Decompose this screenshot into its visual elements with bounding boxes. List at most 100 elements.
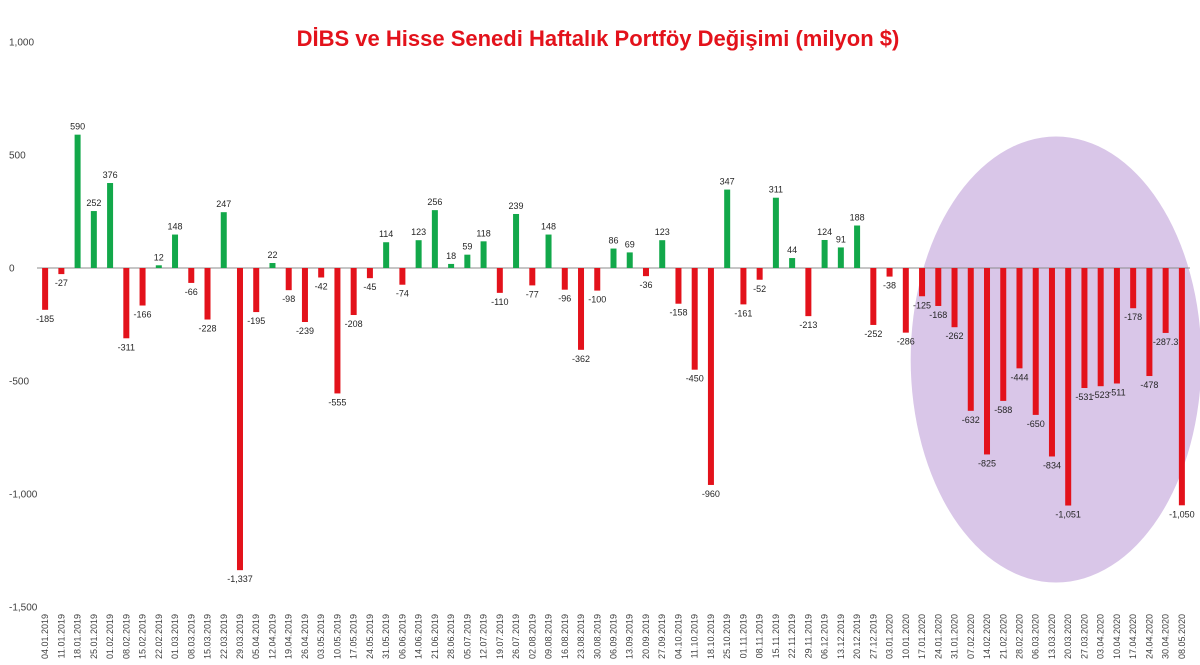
data-label: -77 — [526, 289, 539, 299]
data-label: -166 — [134, 310, 152, 320]
x-tick-label: 17.05.2019 — [349, 614, 359, 659]
bar — [691, 268, 698, 370]
x-tick-label: 20.09.2019 — [641, 614, 651, 659]
data-label: -178 — [1124, 312, 1142, 322]
bar — [301, 268, 308, 323]
x-tick-label: 31.05.2019 — [381, 614, 391, 659]
x-tick-label: 06.12.2019 — [820, 614, 830, 659]
y-axis: 1,000 500 0 -500 -1,000 -1,500 — [9, 38, 38, 614]
y-tick-label: -1,500 — [9, 603, 38, 614]
bar — [561, 268, 568, 290]
x-tick-label: 03.04.2020 — [1096, 614, 1106, 659]
bar — [578, 268, 585, 350]
data-label: 188 — [850, 213, 865, 223]
data-label: -213 — [799, 320, 817, 330]
bar — [1032, 268, 1039, 415]
data-label: 148 — [168, 222, 183, 232]
data-label: -262 — [946, 331, 964, 341]
bar — [172, 234, 179, 268]
x-tick-label: 26.07.2019 — [511, 614, 521, 659]
data-label: 123 — [411, 227, 426, 237]
data-label: 69 — [625, 239, 635, 249]
x-tick-label: 05.07.2019 — [462, 614, 472, 659]
data-label: -511 — [1108, 387, 1125, 397]
data-label: -66 — [185, 287, 198, 297]
data-label: -588 — [994, 405, 1012, 415]
x-tick-label: 03.05.2019 — [316, 614, 326, 659]
bar — [350, 268, 357, 316]
x-tick-label: 30.04.2020 — [1161, 614, 1171, 659]
x-tick-label: 21.06.2019 — [430, 614, 440, 659]
x-tick-label: 16.08.2019 — [560, 614, 570, 659]
x-tick-label: 18.10.2019 — [706, 614, 716, 659]
data-label: 22 — [267, 250, 277, 260]
bar — [675, 268, 682, 304]
bar — [1016, 268, 1023, 369]
data-label: -555 — [328, 397, 346, 407]
x-tick-label: 19.07.2019 — [495, 614, 505, 659]
data-label: -450 — [686, 374, 704, 384]
data-label: -98 — [282, 294, 295, 304]
bar — [984, 268, 991, 455]
bar — [967, 268, 974, 411]
x-tick-label: 12.04.2019 — [267, 614, 277, 659]
data-label: -74 — [396, 289, 409, 299]
data-label: 347 — [720, 177, 735, 187]
bar — [1000, 268, 1007, 401]
data-label: -834 — [1043, 460, 1061, 470]
bar — [107, 183, 114, 268]
x-tick-label: 27.03.2020 — [1079, 614, 1089, 659]
x-tick-label: 28.02.2020 — [1014, 614, 1024, 659]
bar — [740, 268, 747, 305]
data-label: 18 — [446, 251, 456, 261]
bar — [204, 268, 211, 320]
data-label: 44 — [787, 245, 797, 255]
data-label: 114 — [379, 229, 393, 239]
x-tick-label: 27.09.2019 — [657, 614, 667, 659]
bar — [529, 268, 536, 286]
bar — [772, 197, 779, 268]
x-tick-label: 28.06.2019 — [446, 614, 456, 659]
data-label: -195 — [247, 316, 265, 326]
bars — [42, 134, 1185, 571]
data-label: -1,050 — [1169, 509, 1195, 519]
bar — [90, 211, 97, 268]
bar — [594, 268, 601, 291]
data-label: -362 — [572, 354, 590, 364]
data-label: -36 — [639, 280, 652, 290]
data-label: -650 — [1027, 419, 1045, 429]
x-tick-label: 04.01.2019 — [40, 614, 50, 659]
highlight-ellipse — [910, 136, 1200, 583]
x-tick-label: 04.10.2019 — [673, 614, 683, 659]
x-tick-label: 01.03.2019 — [170, 614, 180, 659]
bar — [42, 268, 49, 310]
x-tick-label: 12.07.2019 — [479, 614, 489, 659]
data-label: -38 — [883, 281, 896, 291]
bar — [610, 248, 617, 268]
data-label: 247 — [216, 199, 231, 209]
x-tick-label: 22.11.2019 — [787, 614, 797, 658]
x-tick-label: 15.03.2019 — [203, 614, 213, 659]
bar — [139, 268, 146, 306]
x-tick-label: 10.01.2020 — [901, 614, 911, 659]
data-label: 590 — [70, 122, 85, 132]
data-label: -208 — [345, 319, 363, 329]
bar — [399, 268, 406, 285]
data-label: -45 — [363, 282, 376, 292]
data-label: 123 — [655, 227, 670, 237]
y-tick-label: -1,000 — [9, 490, 38, 501]
bar — [496, 268, 503, 293]
data-label: -632 — [962, 415, 980, 425]
x-tick-label: 19.04.2019 — [284, 614, 294, 659]
bar — [805, 268, 812, 317]
data-label: 252 — [86, 198, 101, 208]
bar — [269, 263, 276, 268]
bar — [870, 268, 877, 325]
bar — [58, 268, 65, 275]
x-tick-label: 01.11.2019 — [738, 614, 748, 658]
bar — [951, 268, 958, 328]
data-label: -42 — [315, 281, 328, 291]
x-tick-label: 24.05.2019 — [365, 614, 375, 659]
x-tick-label: 17.01.2020 — [917, 614, 927, 659]
data-label: 376 — [103, 170, 118, 180]
